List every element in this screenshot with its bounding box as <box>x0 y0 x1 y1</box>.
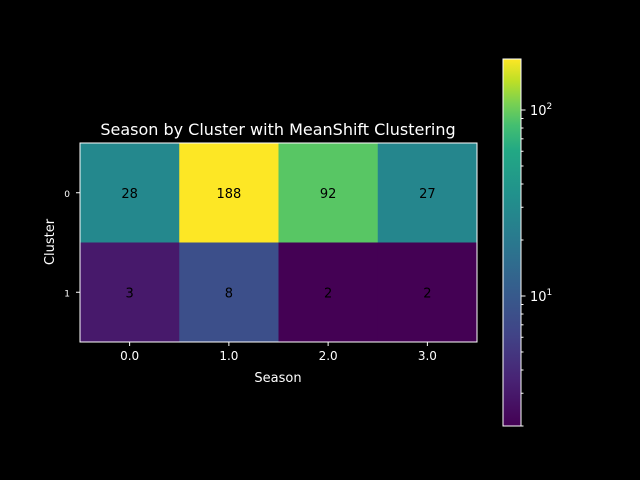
y-tick-label: 0 <box>64 190 70 200</box>
cell-value-label: 2 <box>324 286 332 301</box>
cell-value-label: 27 <box>419 187 436 202</box>
y-tick-label: 1 <box>64 289 70 299</box>
colorbar-tick-label: 101 <box>530 288 552 305</box>
heatmap-cell <box>377 143 478 243</box>
heatmap-cell <box>80 143 180 243</box>
cell-value-label: 92 <box>320 187 337 202</box>
heatmap-cell <box>377 242 478 343</box>
x-tick-label: 0.0 <box>120 349 139 363</box>
heatmap-cell <box>278 242 379 343</box>
chart-title: Season by Cluster with MeanShift Cluster… <box>100 120 455 139</box>
heatmap-cells: 28 188 92 27 3 8 2 2 <box>80 143 478 343</box>
cell-value-label: 188 <box>216 187 241 202</box>
heatmap-cell <box>278 143 379 243</box>
x-tick-label: 3.0 <box>418 349 437 363</box>
cell-value-label: 3 <box>125 286 133 301</box>
x-axis-ticks: 0.0 1.0 2.0 3.0 <box>120 342 437 363</box>
heatmap-cell <box>179 242 279 343</box>
cell-value-label: 2 <box>423 286 431 301</box>
plot-frame <box>79 142 478 343</box>
heatmap-cell <box>80 242 180 343</box>
colorbar <box>502 58 522 427</box>
heatmap-cell <box>179 143 279 243</box>
cell-value-label: 8 <box>225 286 233 301</box>
x-tick-label: 2.0 <box>319 349 338 363</box>
x-tick-label: 1.0 <box>219 349 238 363</box>
y-axis-label: Cluster <box>43 218 58 265</box>
colorbar-ticks: 101 102 <box>521 102 552 427</box>
colorbar-tick-label: 102 <box>530 102 552 119</box>
y-axis-ticks: 01 <box>64 190 80 299</box>
x-axis-label: Season <box>254 371 301 386</box>
cell-value-label: 28 <box>121 187 138 202</box>
